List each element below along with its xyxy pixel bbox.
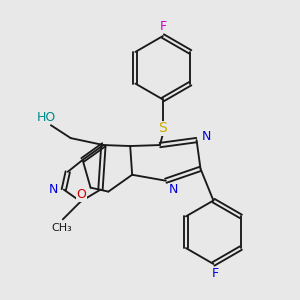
Text: F: F: [212, 267, 219, 280]
Text: F: F: [159, 20, 167, 33]
Text: N: N: [169, 183, 178, 196]
Text: S: S: [158, 121, 167, 135]
Text: O: O: [77, 188, 87, 201]
Text: N: N: [202, 130, 211, 142]
Text: HO: HO: [36, 111, 56, 124]
Text: CH₃: CH₃: [51, 223, 72, 233]
Text: N: N: [49, 183, 58, 196]
